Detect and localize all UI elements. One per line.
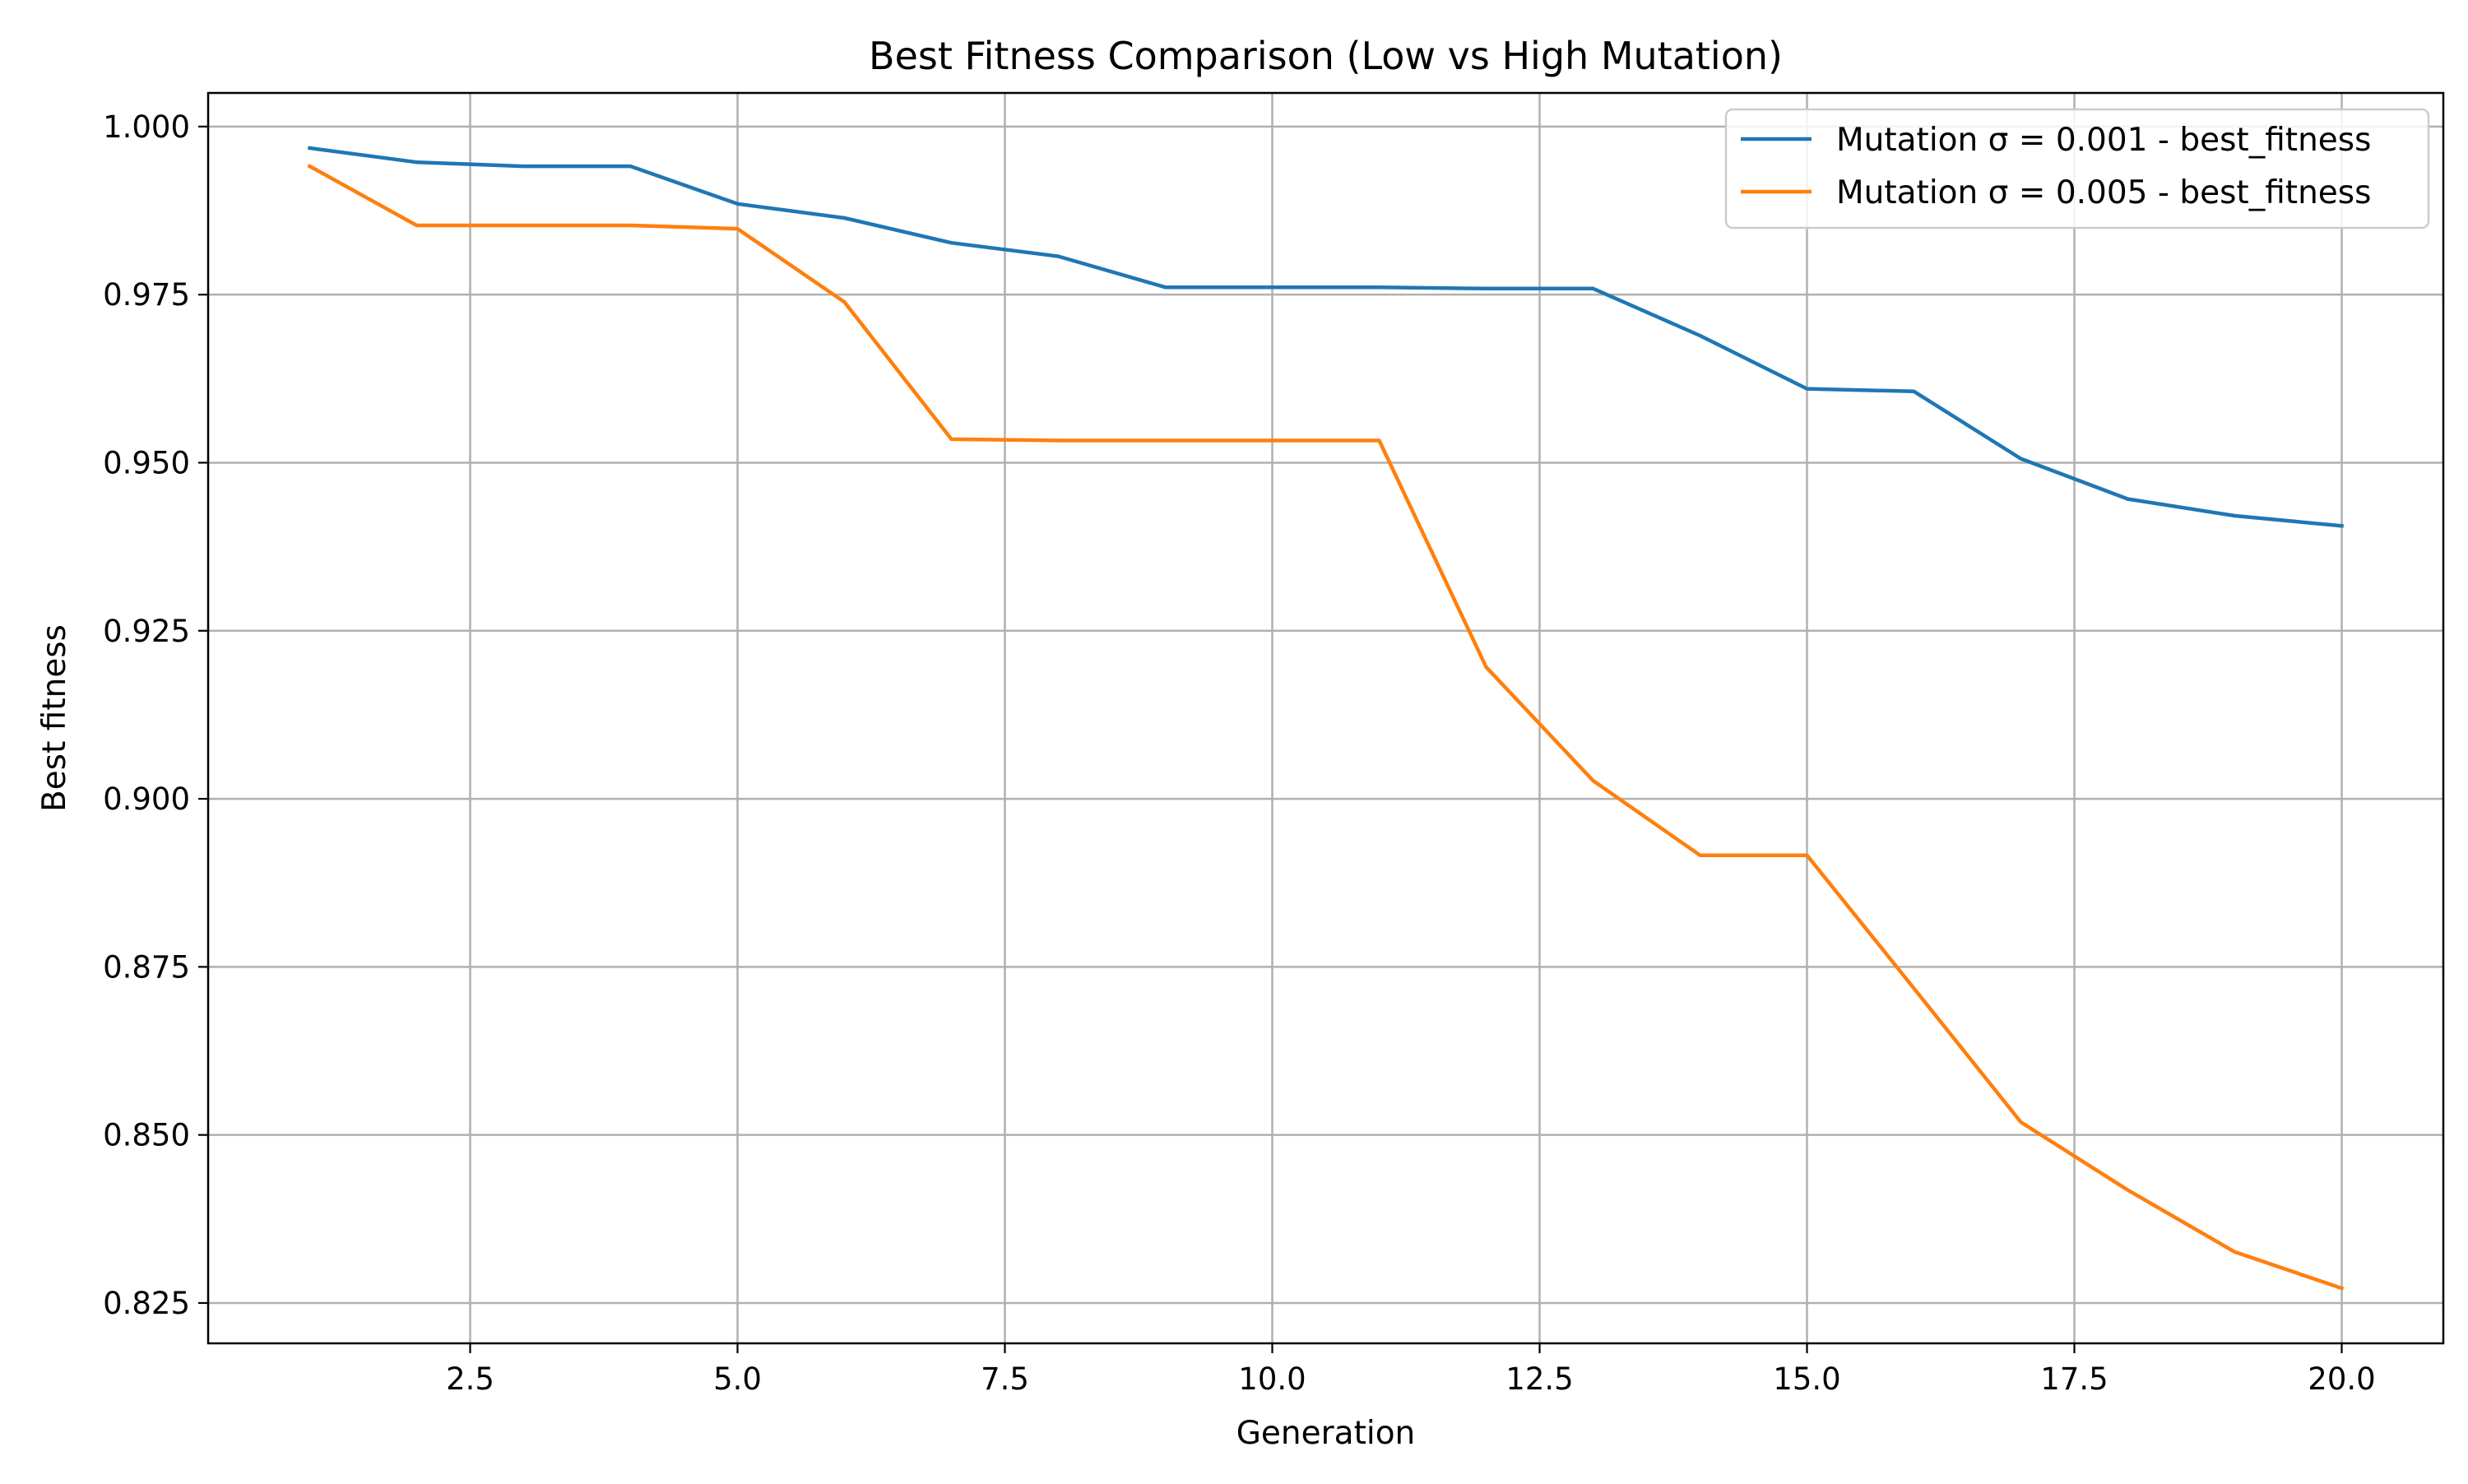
y-tick-label: 0.925 <box>103 614 190 649</box>
y-tick-label: 0.825 <box>103 1286 190 1321</box>
x-tick-label: 2.5 <box>446 1361 494 1397</box>
y-tick-label: 0.975 <box>103 277 190 313</box>
series-lines <box>307 146 2345 1291</box>
chart-title: Best Fitness Comparison (Low vs High Mut… <box>869 34 1783 78</box>
x-tick-label: 5.0 <box>713 1361 762 1397</box>
x-tick-label: 7.5 <box>981 1361 1029 1397</box>
y-tick-label: 1.000 <box>103 109 190 145</box>
legend-label-high-mutation: Mutation σ = 0.005 - best_fitness <box>1836 174 2371 211</box>
legend: Mutation σ = 0.001 - best_fitness Mutati… <box>1724 108 2430 230</box>
x-axis-ticks: 2.5 5.0 7.5 10.0 12.5 15.0 17.5 20.0 <box>446 1343 2376 1397</box>
y-tick-label: 0.900 <box>103 781 190 817</box>
series-line-low-mutation <box>307 146 2344 528</box>
y-tick-label: 0.850 <box>103 1118 190 1153</box>
x-tick-label: 12.5 <box>1505 1361 1573 1397</box>
x-tick-label: 20.0 <box>2308 1361 2375 1397</box>
y-tick-label: 0.950 <box>103 445 190 480</box>
series-line-high-mutation <box>307 164 2345 1291</box>
y-axis-label: Best fitness <box>36 624 73 812</box>
x-tick-label: 17.5 <box>2040 1361 2108 1397</box>
plot-area-frame <box>206 91 2445 1345</box>
x-axis-label: Generation <box>1236 1415 1416 1452</box>
x-tick-label: 10.0 <box>1238 1361 1306 1397</box>
legend-label-low-mutation: Mutation σ = 0.001 - best_fitness <box>1836 122 2371 159</box>
legend-box <box>1724 108 2430 230</box>
x-tick-label: 15.0 <box>1773 1361 1840 1397</box>
grid <box>208 93 2443 1343</box>
y-axis-ticks: 0.825 0.850 0.875 0.900 0.925 0.950 0.975 1.000 <box>103 109 208 1321</box>
y-tick-label: 0.875 <box>103 949 190 985</box>
